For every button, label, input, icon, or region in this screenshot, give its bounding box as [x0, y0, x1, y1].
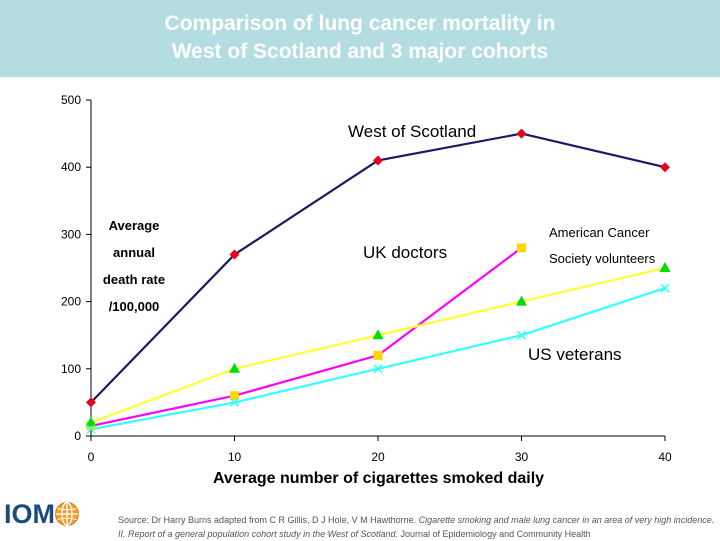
data-point-series-3: [516, 330, 527, 340]
source-title: Cigarette smoking and male lung cancer i…: [118, 515, 715, 539]
data-point-series-0: [373, 155, 383, 166]
data-point-series-1: [230, 391, 239, 401]
source-citation: Source: Dr Harry Burns adapted from C R …: [118, 513, 718, 541]
data-point-series-2: [229, 362, 240, 373]
data-point-series-2: [372, 329, 384, 340]
series-label-west-of-scotland: West of Scotland: [348, 122, 477, 141]
y-axis-title-line: /100,000: [108, 299, 160, 314]
data-point-series-3: [86, 424, 96, 434]
y-tick-label: 0: [74, 429, 81, 443]
x-tick-label: 10: [228, 450, 242, 464]
series-label-us-veterans: US veterans: [528, 345, 622, 364]
logo-text: IOM: [4, 498, 55, 529]
y-tick-label: 500: [61, 93, 81, 107]
y-tick-label: 300: [61, 227, 81, 241]
data-point-series-3: [229, 397, 240, 407]
x-axis-title: Average number of cigarettes smoked dail…: [212, 470, 545, 487]
title-banner: Comparison of lung cancer mortality in W…: [0, 0, 720, 77]
slide-title: Comparison of lung cancer mortality in W…: [164, 12, 556, 63]
source-prefix: Source: Dr Harry Burns adapted from C R …: [118, 515, 419, 525]
data-point-series-0: [86, 397, 96, 408]
data-point-series-1: [517, 243, 526, 253]
data-point-series-2: [516, 295, 527, 306]
data-point-series-2: [659, 262, 671, 272]
x-tick-label: 20: [371, 450, 385, 464]
series-label-line: American Cancer: [549, 225, 650, 240]
data-point-series-2: [85, 416, 97, 427]
series-label-line: Society volunteers: [549, 251, 656, 266]
source-suffix: Journal of Epidemiology and Community He…: [398, 529, 591, 539]
y-axis-title-line: Average: [108, 218, 160, 233]
y-tick-label: 100: [61, 362, 81, 376]
x-tick-label: 0: [88, 450, 95, 464]
globe-icon: [55, 501, 79, 527]
y-axis-title-line: annual: [113, 245, 155, 260]
data-point-series-0: [516, 128, 527, 139]
data-point-series-3: [660, 283, 670, 293]
series-label-uk-doctors: UK doctors: [363, 243, 448, 262]
series-label-american-cancer-society: American Cancer Society volunteers: [549, 220, 655, 272]
data-point-series-3: [373, 364, 383, 374]
iom-logo: IOM: [4, 497, 80, 531]
data-point-series-0: [660, 162, 670, 173]
y-tick-label: 400: [61, 160, 81, 174]
data-point-series-0: [229, 249, 240, 260]
x-tick-label: 40: [658, 450, 672, 464]
y-axis-title-line: death rate: [102, 272, 166, 287]
x-tick-label: 30: [515, 450, 529, 464]
y-axis-title: Average annual death rate /100,000: [92, 212, 176, 320]
data-point-series-1: [373, 350, 383, 360]
y-tick-label: 200: [61, 295, 81, 309]
series-line-1: [90, 246, 523, 427]
